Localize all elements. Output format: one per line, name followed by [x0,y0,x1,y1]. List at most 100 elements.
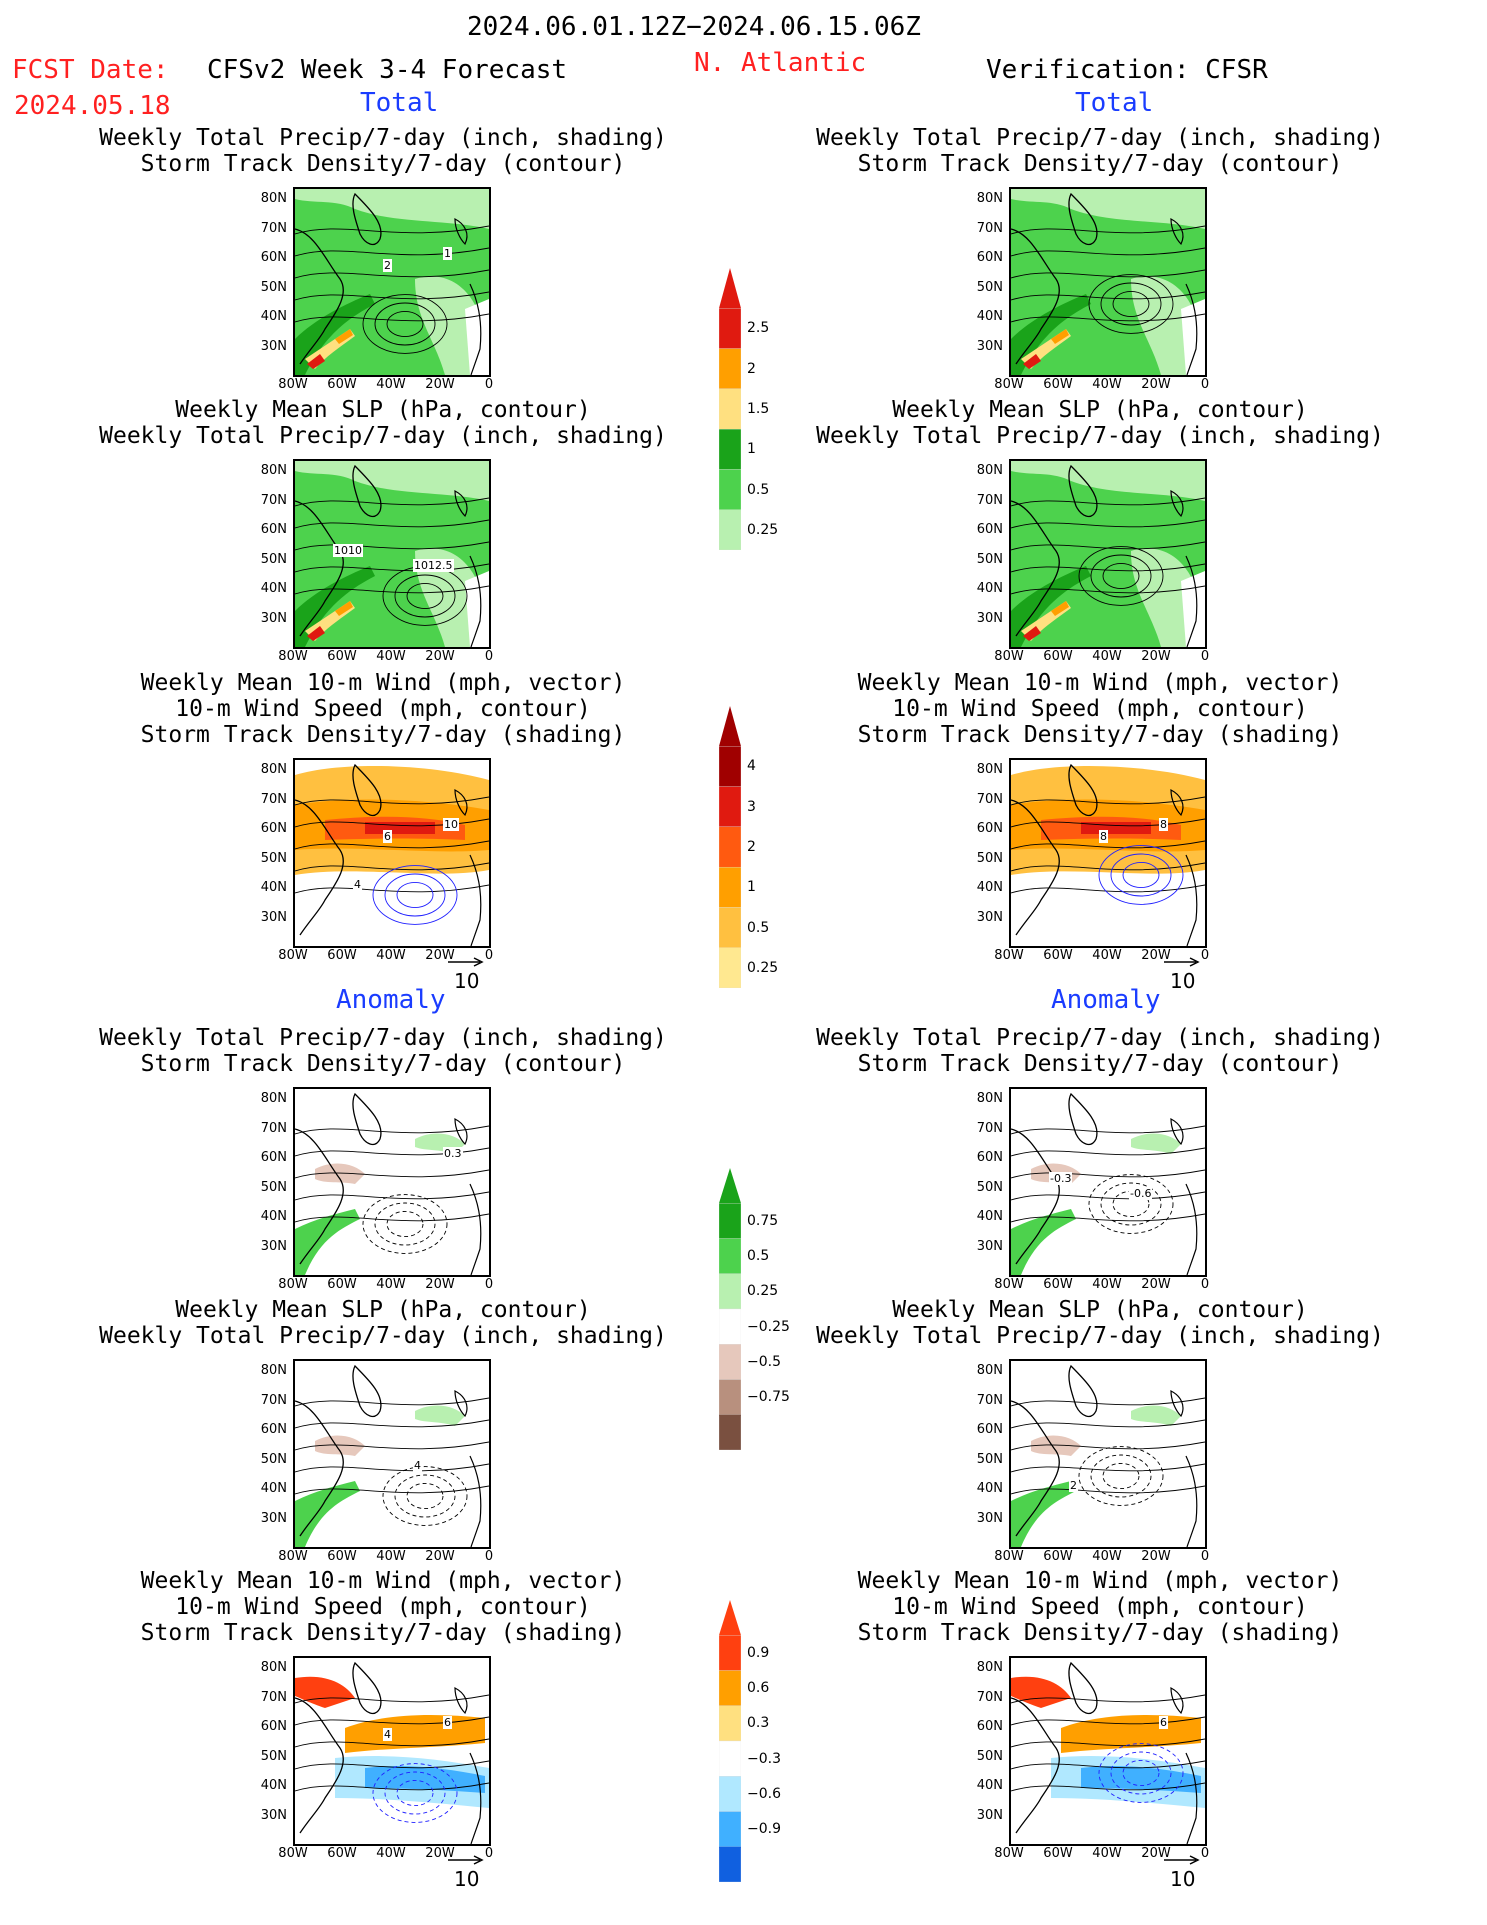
colorbar-label: 0.6 [747,1680,770,1697]
lat-tick-label: 40N [976,581,1003,596]
lon-tick-label: 60W [1043,1846,1073,1861]
lat-tick-label: 70N [976,220,1003,236]
lat-tick-label: 70N [976,791,1003,807]
lon-tick-label: 80W [278,1549,308,1564]
contour-label: 2 [1069,1479,1078,1492]
lat-tick-label: 40N [976,309,1003,324]
panel-title-line: Weekly Total Precip/7-day (inch, shading… [99,1025,667,1051]
lat-tick-label: 30N [260,1807,287,1823]
colorbar-precip_anom [718,1168,742,1451]
lat-tick-label: 60N [260,1719,287,1734]
lon-tick-label: 0 [484,1277,494,1292]
lon-tick-label: 80W [278,948,308,963]
lat-tick-label: 80N [976,191,1003,206]
lat-tick-label: 30N [976,1510,1003,1526]
lon-tick-label: 60W [327,1277,357,1292]
panel-title-line: Storm Track Density/7-day (contour) [857,1051,1343,1077]
fcst-date-value: 2024.05.18 [14,91,171,121]
lon-tick-label: 40W [376,948,406,963]
lat-tick-label: 50N [260,1451,287,1467]
panel-title-line: Weekly Mean 10-m Wind (mph, vector) [857,1568,1343,1594]
lon-tick-label: 20W [1141,649,1171,664]
lat-tick-label: 50N [976,1748,1003,1764]
lat-tick-label: 80N [976,762,1003,777]
date-range: 2024.06.01.12Z−2024.06.15.06Z [467,12,921,42]
lat-tick-label: 50N [976,1451,1003,1467]
panel-title-line: Weekly Total Precip/7-day (inch, shading… [99,423,667,449]
panel-title-line: Weekly Mean SLP (hPa, contour) [175,397,591,423]
lon-tick-label: 80W [278,1277,308,1292]
lon-tick-label: 80W [994,948,1024,963]
lat-tick-label: 60N [976,821,1003,836]
lat-tick-label: 80N [976,1091,1003,1106]
lat-tick-label: 30N [260,1510,287,1526]
lon-tick-label: 20W [425,649,455,664]
panel-title-line: Storm Track Density/7-day (shading) [140,722,626,748]
colorbar-label: 1.5 [747,401,770,417]
lat-tick-label: 30N [976,1807,1003,1823]
lon-tick-label: 80W [994,1277,1024,1292]
contour-label: -0.3 [1049,1172,1073,1185]
lon-tick-label: 0 [484,948,494,963]
lat-tick-label: 50N [260,1748,287,1764]
panel-title-line: Weekly Mean SLP (hPa, contour) [892,397,1308,423]
lat-tick-label: 60N [976,1422,1003,1437]
reference-vector-label: 10 [454,969,480,993]
lon-tick-label: 0 [484,377,494,392]
panel-title-line: Weekly Mean 10-m Wind (mph, vector) [857,670,1343,696]
lon-tick-label: 20W [1141,1277,1171,1292]
section-anomaly-forecast: Anomaly [336,985,446,1015]
lat-tick-label: 60N [260,522,287,537]
panel-title-line: Weekly Mean 10-m Wind (mph, vector) [140,1568,626,1594]
lon-tick-label: 40W [1092,377,1122,392]
lat-tick-label: 50N [260,1179,287,1195]
panel-title-line: Storm Track Density/7-day (contour) [857,151,1343,177]
lat-tick-label: 70N [260,1689,287,1705]
lat-tick-label: 70N [976,1120,1003,1136]
colorbar-label: 0.9 [747,1644,770,1661]
contour-label: 6 [383,830,392,843]
contour-label: 4 [353,878,362,891]
lon-tick-label: 20W [425,948,455,963]
map-panel [1009,1359,1207,1549]
map-panel [293,1359,491,1549]
colorbar-label: 0.3 [747,1715,770,1732]
lat-tick-label: 70N [976,1689,1003,1705]
lon-tick-label: 20W [1141,377,1171,392]
lon-tick-label: 20W [425,1277,455,1292]
colorbar-label: −0.6 [747,1785,781,1802]
contour-label: 6 [443,1716,452,1729]
reference-vector-label: 10 [454,1867,480,1891]
lat-tick-label: 30N [260,610,287,626]
map-panel [293,1656,491,1846]
lat-tick-label: 50N [976,1179,1003,1195]
section-anomaly-verification: Anomaly [1051,985,1161,1015]
contour-label: 1012.5 [413,559,454,572]
colorbar-label: 0.5 [747,919,770,936]
colorbar-precip [718,268,742,551]
colorbar-storm [718,706,742,989]
contour-label: -0.6 [1129,1187,1153,1200]
lon-tick-label: 20W [425,1846,455,1861]
lon-tick-label: 40W [1092,649,1122,664]
lon-tick-label: 80W [278,377,308,392]
colorbar-label: 0.25 [747,959,779,976]
panel-title-line: Weekly Total Precip/7-day (inch, shading… [816,125,1384,151]
lon-tick-label: 40W [376,1846,406,1861]
lat-tick-label: 30N [260,1238,287,1254]
lon-tick-label: 20W [1141,1549,1171,1564]
lon-tick-label: 0 [484,1549,494,1564]
panel-title-line: 10-m Wind Speed (mph, contour) [892,1594,1308,1620]
lat-tick-label: 50N [260,279,287,295]
contour-label: 4 [383,1728,392,1741]
lon-tick-label: 60W [1043,1549,1073,1564]
lat-tick-label: 30N [260,909,287,925]
colorbar-label: 0.25 [747,521,779,538]
lon-tick-label: 80W [278,1846,308,1861]
lat-tick-label: 40N [260,880,287,895]
lon-tick-label: 0 [484,649,494,664]
model-title: CFSv2 Week 3-4 Forecast [207,55,568,85]
lat-tick-label: 30N [976,1238,1003,1254]
lon-tick-label: 80W [994,1846,1024,1861]
region-title: N. Atlantic [694,48,867,78]
